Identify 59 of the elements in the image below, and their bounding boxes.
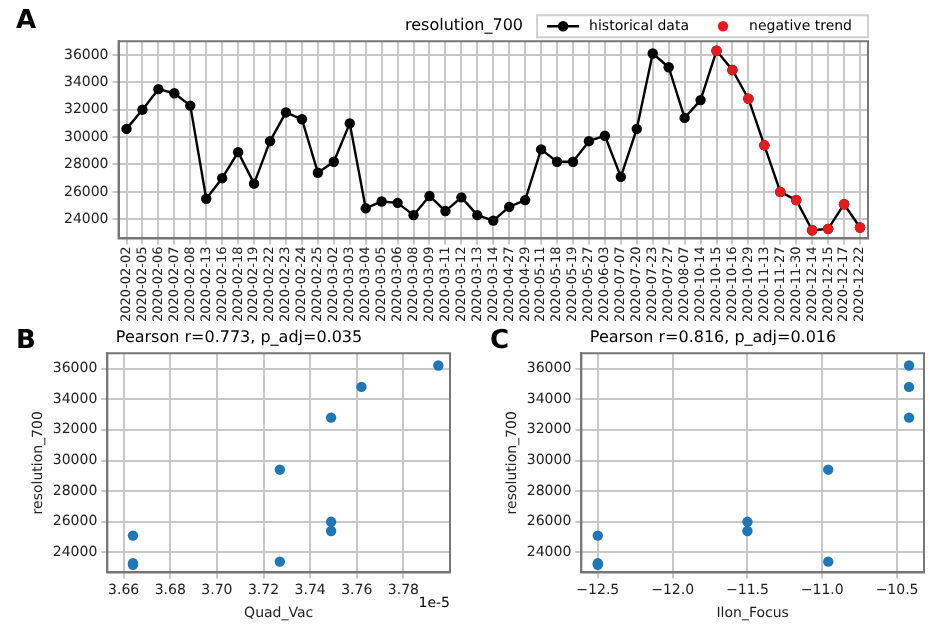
point [599,130,611,141]
point [551,156,563,167]
point [296,114,308,125]
point [325,525,337,537]
point [312,167,324,178]
point [488,215,499,226]
point [248,178,260,189]
point [169,88,180,99]
point [433,360,444,371]
point [472,209,483,221]
point [567,156,579,167]
point [325,516,337,528]
point [127,530,139,541]
point [232,146,244,158]
point [519,194,531,206]
point [185,100,196,111]
point [121,123,132,135]
chart-title: resolution_700 [405,15,523,34]
point [456,192,467,203]
point [679,112,690,124]
chart-title: Pearson r=0.816, p_adj=0.016 [589,327,837,346]
point [647,48,658,59]
point [328,156,340,167]
point [274,556,286,567]
point [663,62,674,73]
point [583,136,595,147]
point [631,123,642,135]
text: A [16,5,37,36]
point [903,381,915,393]
point [344,118,355,129]
point [615,171,627,183]
point [274,464,286,475]
point [903,412,915,423]
chart-title: Pearson r=0.773, p_adj=0.035 [115,327,363,346]
text: C [490,325,510,356]
point [392,197,403,209]
point [153,83,164,95]
point [535,144,547,155]
point [695,94,706,106]
point [280,107,292,118]
point [137,104,148,115]
point [408,209,419,221]
point [742,525,753,537]
point [592,530,603,541]
point [216,172,228,184]
point [264,136,276,147]
point [325,412,337,423]
point [201,193,212,204]
point [424,190,435,202]
text: B [16,325,36,356]
point [376,196,387,207]
point [360,203,371,214]
point [903,360,915,371]
point [440,205,451,217]
point [504,201,515,213]
point [823,464,834,475]
point [823,556,834,567]
point [356,381,367,393]
point [742,516,753,528]
